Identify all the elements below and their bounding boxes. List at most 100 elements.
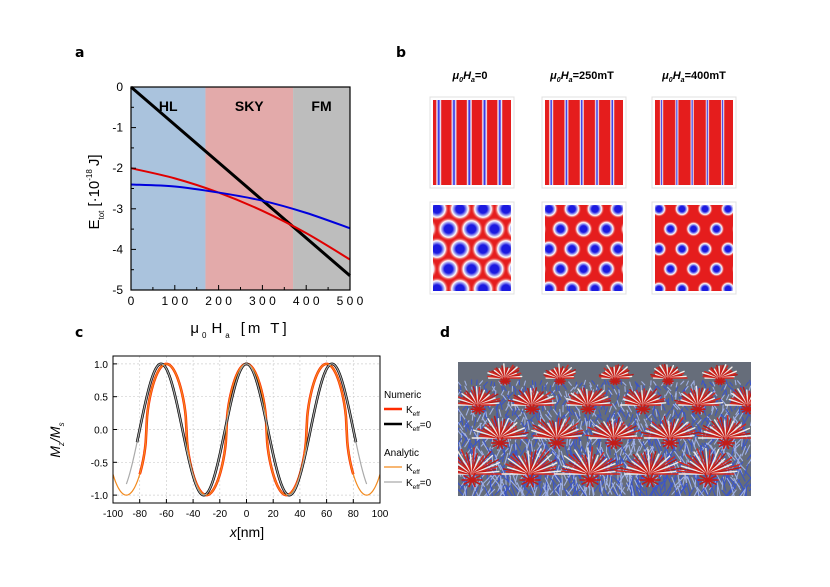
spin-arrow bbox=[570, 437, 576, 447]
spin-arrow bbox=[478, 389, 482, 396]
skyrmion-arrow bbox=[491, 370, 506, 379]
skyrmion bbox=[471, 277, 495, 291]
spin-arrow bbox=[613, 400, 619, 407]
spin-arrow bbox=[486, 403, 491, 411]
skyrmion-arrow bbox=[514, 402, 533, 406]
spin-arrow bbox=[673, 467, 680, 481]
skyrmion-arrow bbox=[529, 448, 542, 475]
spin-arrow bbox=[678, 428, 685, 437]
spin-arrow bbox=[635, 455, 641, 468]
y-tick-label: -4 bbox=[112, 242, 123, 256]
x-tick-label: 0 bbox=[128, 294, 135, 308]
spin-arrow bbox=[665, 431, 671, 441]
spin-arrow bbox=[619, 455, 626, 467]
spin-arrow bbox=[537, 471, 541, 486]
skyrmion-arrow bbox=[669, 427, 696, 439]
skyrmion-arrow bbox=[747, 404, 751, 406]
skyrmion bbox=[720, 241, 733, 257]
spin-arrow bbox=[461, 432, 468, 442]
skyrmion-core-arrow bbox=[477, 403, 481, 410]
skyrmion-arrow bbox=[697, 401, 724, 406]
skyrmion-arrow bbox=[589, 456, 606, 475]
spin-arrow bbox=[609, 459, 615, 472]
skyrmion-core-arrow bbox=[556, 436, 561, 444]
spin-arrow bbox=[561, 476, 564, 491]
spin-arrow bbox=[533, 486, 538, 496]
spin-arrow bbox=[648, 455, 653, 468]
spin-arrow bbox=[478, 470, 488, 482]
skyrmion-arrow bbox=[609, 366, 616, 379]
spin-arrow bbox=[591, 436, 600, 445]
spin-arrow bbox=[701, 404, 707, 411]
skyrmion-arrow bbox=[704, 371, 721, 379]
spin-arrow bbox=[550, 422, 556, 431]
spin-arrow bbox=[462, 460, 470, 472]
skyrmion bbox=[562, 239, 582, 259]
spin-arrow bbox=[699, 483, 709, 496]
skyrmion-arrow bbox=[707, 448, 720, 475]
skyrmion bbox=[778, 221, 794, 237]
spin-arrow bbox=[580, 399, 586, 406]
spin-arrow bbox=[570, 386, 575, 392]
spin-arrow bbox=[448, 486, 456, 497]
spin-arrow bbox=[512, 444, 517, 456]
skyrmion-arrow bbox=[546, 372, 561, 379]
spin-arrow bbox=[470, 391, 474, 398]
spin-arrow bbox=[721, 399, 727, 406]
spin-arrow bbox=[736, 453, 742, 465]
spin-arrow bbox=[665, 482, 673, 496]
spin-arrow bbox=[496, 401, 502, 408]
spin-arrow bbox=[559, 437, 566, 447]
spin-arrow bbox=[692, 473, 701, 486]
spin-arrow bbox=[557, 394, 562, 401]
spin-arrow bbox=[737, 478, 745, 491]
spin-arrow bbox=[490, 474, 500, 486]
skyrmion bbox=[620, 262, 623, 276]
spin-arrow bbox=[644, 454, 651, 466]
spin-arrow bbox=[674, 409, 679, 417]
spin-arrow bbox=[729, 437, 736, 447]
skyrmion-core-arrow bbox=[699, 479, 709, 486]
panel-c-xlabel: x[nm] bbox=[229, 524, 264, 540]
spin-arrow bbox=[617, 464, 623, 477]
spin-arrow bbox=[544, 442, 551, 453]
spin-arrow bbox=[474, 434, 477, 445]
skyrmion-arrow bbox=[674, 399, 699, 406]
spin-arrow bbox=[739, 469, 746, 482]
spin-arrow bbox=[695, 429, 702, 438]
skyrmion-core-arrow bbox=[667, 377, 671, 382]
skyrmion-arrow bbox=[711, 424, 727, 439]
spin-arrow bbox=[634, 381, 638, 387]
skyrmion-arrow bbox=[669, 425, 693, 439]
skyrmion-core-arrow bbox=[662, 442, 671, 448]
spin-arrow bbox=[697, 488, 705, 496]
spin-arrow bbox=[584, 477, 591, 491]
skyrmion-core-arrow bbox=[531, 403, 535, 410]
spin-arrow bbox=[477, 488, 484, 496]
spin-arrow bbox=[481, 417, 487, 425]
spin-arrow bbox=[465, 423, 472, 432]
skyrmion-arrow bbox=[707, 467, 742, 475]
skyrmion-arrow bbox=[589, 451, 605, 475]
spin-arrow bbox=[585, 477, 591, 492]
spin-arrow bbox=[559, 428, 566, 437]
skyrmion bbox=[494, 205, 511, 221]
skyrmion bbox=[517, 277, 541, 301]
skyrmion-arrow bbox=[697, 388, 709, 406]
spin-arrow bbox=[638, 408, 643, 416]
spin-arrow bbox=[674, 459, 681, 471]
spin-arrow bbox=[631, 485, 635, 496]
spin-arrow bbox=[721, 489, 728, 496]
spin-arrow bbox=[458, 430, 459, 432]
spin-arrow bbox=[622, 394, 626, 401]
skyrmion-arrow bbox=[642, 393, 656, 406]
spin-arrow bbox=[531, 453, 535, 466]
skyrmion-core-arrow bbox=[669, 442, 674, 450]
skyrmion-arrow bbox=[679, 467, 709, 475]
spin-arrow bbox=[685, 459, 688, 473]
spin-arrow bbox=[731, 426, 737, 436]
skyrmion-core-arrow bbox=[649, 479, 659, 486]
spin-arrow bbox=[737, 426, 743, 435]
spin-arrow bbox=[501, 450, 506, 463]
